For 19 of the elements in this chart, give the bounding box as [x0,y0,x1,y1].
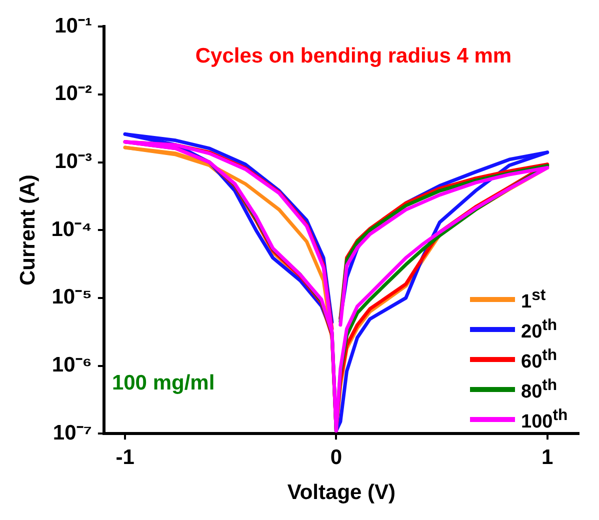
legend-label: 60$^{th}$ [521,346,558,374]
x-tick-label: 0 [330,446,342,469]
y-tick-label: 10⁻⁶ [52,354,92,377]
y-tick-label: 10⁻³ [54,150,92,174]
annotation: 100 mg/ml [112,371,215,394]
y-tick-label: 10⁻¹ [54,14,92,38]
x-tick-label: -1 [116,446,135,469]
legend-label: 80$^{th}$ [521,376,558,404]
y-tick-label: 10⁻² [54,82,92,106]
y-tick-label: 10⁻⁵ [52,286,92,309]
legend-label: 1$^{st}$ [521,286,547,314]
legend-label: 20$^{th}$ [521,316,558,344]
y-tick-label: 10⁻⁷ [52,421,92,444]
x-axis-title: Voltage (V) [287,481,396,504]
legend-label: 100$^{th}$ [521,406,569,434]
y-axis-title: Current (A) [16,174,40,286]
text: Cycles on bending radius 4 mm [195,44,512,68]
x-tick-label: 1 [541,446,554,469]
y-tick-label: 10⁻⁴ [51,218,92,241]
